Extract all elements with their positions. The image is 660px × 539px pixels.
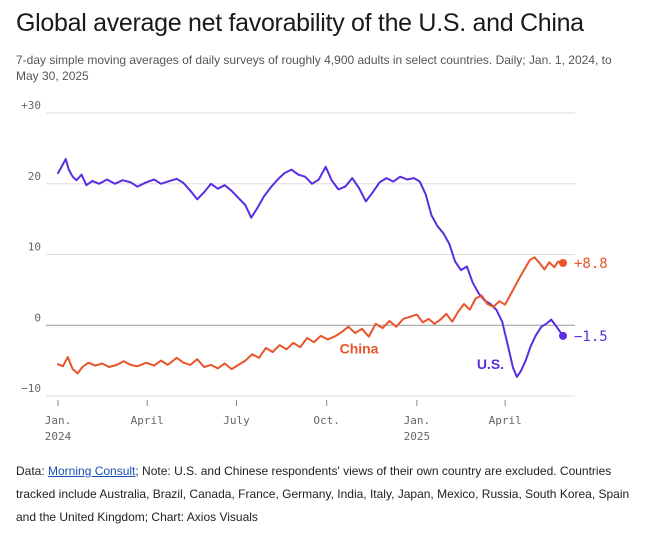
y-tick-label: 20 (28, 170, 41, 183)
x-tick-label: Jan. (45, 414, 72, 427)
series-layer (57, 158, 567, 378)
footer-prefix: Data: (16, 464, 49, 478)
y-tick-label: −10 (21, 382, 41, 395)
chart-subtitle: 7-day simple moving averages of daily su… (16, 53, 612, 83)
series-end-dot (559, 331, 567, 340)
grid-layer (46, 112, 575, 397)
line-chart: +30 20 10 0 −10 Jan. 2024 April July Oct. Jan. 2025… (21, 99, 608, 443)
x-tick-label: April (489, 414, 522, 427)
chart-title: Global average net favorability of the U… (16, 9, 584, 37)
x-tick-label: July (223, 414, 250, 427)
footer-text: ; Note: U.S. and Chinese respondents' vi… (16, 464, 630, 524)
y-tick-label: +30 (21, 99, 41, 112)
y-tick-label: 0 (34, 311, 41, 324)
series-line-us (57, 158, 564, 378)
y-tick-label: 10 (28, 241, 41, 254)
series-end-label: +8.8 (574, 256, 608, 272)
footer-note: Data: Morning Consult; Note: U.S. and Ch… (16, 460, 646, 529)
x-tick-sublabel: 2025 (404, 430, 431, 443)
source-link[interactable]: Morning Consult (48, 464, 136, 478)
x-tick-label: April (131, 414, 164, 427)
series-end-label: −1.5 (574, 329, 608, 345)
x-tick-label: Oct. (313, 414, 340, 427)
x-tick-label: Jan. (404, 414, 431, 427)
series-line-china (57, 256, 564, 375)
series-annotation: U.S. (477, 356, 504, 372)
x-tick-sublabel: 2024 (45, 430, 72, 443)
label-layer: −1.5 +8.8 China U.S. (340, 256, 608, 372)
series-annotation: China (340, 341, 379, 357)
series-end-dot (559, 258, 567, 267)
axis-layer: +30 20 10 0 −10 Jan. 2024 April July Oct. Jan. 2025… (21, 99, 522, 443)
